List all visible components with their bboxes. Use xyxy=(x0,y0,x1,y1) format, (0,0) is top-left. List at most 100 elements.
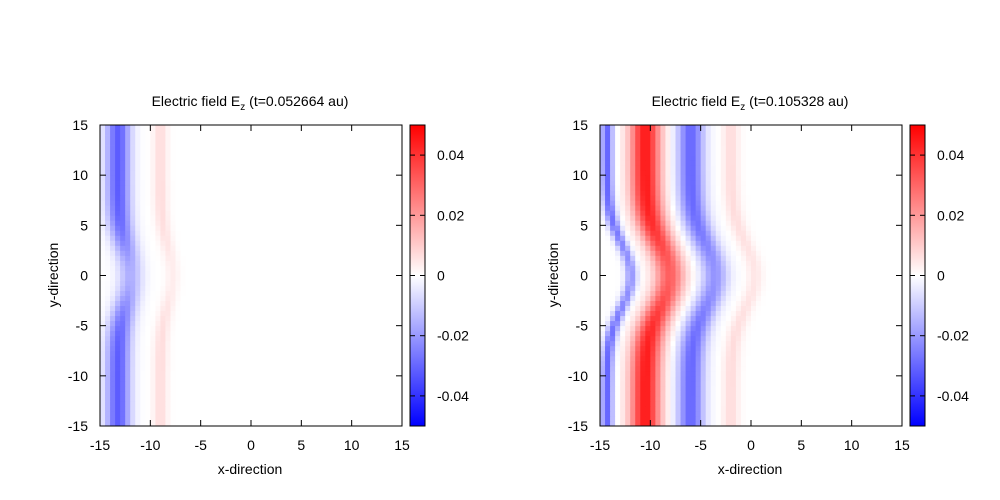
heatmap-cell xyxy=(291,340,297,347)
heatmap-cell xyxy=(366,135,373,141)
heatmap-cell xyxy=(100,320,106,327)
heatmap-cell xyxy=(786,405,792,412)
heatmap-cell xyxy=(346,360,353,367)
heatmap-cell xyxy=(821,380,827,387)
heatmap-cell xyxy=(610,350,616,357)
heatmap-cell xyxy=(120,140,126,146)
heatmap-cell xyxy=(670,390,676,397)
heatmap-cell xyxy=(276,135,282,141)
heatmap-cell xyxy=(791,360,797,367)
heatmap-cell xyxy=(356,305,363,312)
heatmap-cell xyxy=(376,135,383,141)
heatmap-cell xyxy=(866,350,873,357)
heatmap-cell xyxy=(316,265,322,271)
heatmap-cell xyxy=(210,245,217,251)
heatmap-cell xyxy=(150,410,156,417)
heatmap-cell xyxy=(105,405,111,412)
heatmap-cell xyxy=(190,155,197,161)
heatmap-cell xyxy=(145,360,151,367)
heatmap-cell xyxy=(110,320,116,327)
heatmap-cell xyxy=(230,185,237,191)
heatmap-cell xyxy=(630,330,636,337)
heatmap-cell xyxy=(311,255,317,261)
heatmap-cell xyxy=(396,140,403,146)
heatmap-cell xyxy=(675,390,681,397)
heatmap-cell xyxy=(261,295,267,301)
heatmap-cell xyxy=(190,230,197,236)
heatmap-cell xyxy=(140,220,146,226)
heatmap-cell xyxy=(276,370,282,377)
heatmap-cell xyxy=(715,370,722,377)
heatmap-cell xyxy=(220,220,227,226)
heatmap-cell xyxy=(165,145,171,151)
heatmap-cell xyxy=(145,260,151,266)
heatmap-cell xyxy=(645,420,651,427)
heatmap-cell xyxy=(730,405,737,412)
heatmap-cell xyxy=(346,340,353,347)
heatmap-cell xyxy=(625,420,631,427)
heatmap-cell xyxy=(356,420,363,427)
heatmap-cell xyxy=(680,420,686,427)
heatmap-cell xyxy=(381,205,388,211)
heatmap-cell xyxy=(391,405,398,412)
heatmap-cell xyxy=(296,355,302,362)
heatmap-cell xyxy=(170,350,176,357)
heatmap-cell xyxy=(341,405,348,412)
heatmap-cell xyxy=(381,365,388,372)
heatmap-cell xyxy=(210,325,217,332)
heatmap-cell xyxy=(655,355,661,362)
heatmap-cell xyxy=(816,340,822,347)
heatmap-cell xyxy=(110,205,116,211)
heatmap-cell xyxy=(155,325,161,332)
heatmap-cell xyxy=(811,355,817,362)
heatmap-cell xyxy=(831,340,837,347)
heatmap-cell xyxy=(266,200,272,206)
heatmap-cell xyxy=(150,130,156,136)
heatmap-cell xyxy=(336,260,342,266)
heatmap-cell xyxy=(781,355,787,362)
heatmap-cell xyxy=(356,295,363,301)
heatmap-cell xyxy=(240,180,247,186)
heatmap-cell xyxy=(306,140,312,146)
heatmap-cell xyxy=(110,360,116,367)
heatmap-cell xyxy=(190,355,197,362)
heatmap-cell xyxy=(180,370,186,377)
heatmap-cell xyxy=(391,420,398,427)
heatmap-cell xyxy=(396,415,403,422)
heatmap-cell xyxy=(341,150,348,156)
heatmap-cell xyxy=(361,385,368,392)
heatmap-cell xyxy=(140,370,146,377)
heatmap-cell xyxy=(276,185,282,191)
heatmap-cell xyxy=(225,290,232,296)
heatmap-cell xyxy=(311,390,317,397)
heatmap-cell xyxy=(740,390,747,397)
heatmap-cell xyxy=(195,365,202,372)
heatmap-cell xyxy=(135,160,141,166)
heatmap-cell xyxy=(886,355,893,362)
heatmap-cell xyxy=(831,355,837,362)
heatmap-cell xyxy=(856,380,863,387)
heatmap-cell xyxy=(200,210,207,216)
heatmap-cell xyxy=(160,380,166,387)
heatmap-cell xyxy=(135,420,141,427)
heatmap-cell xyxy=(165,275,171,281)
heatmap-cell xyxy=(261,325,267,332)
heatmap-cell xyxy=(140,145,146,151)
heatmap-cell xyxy=(200,155,207,161)
heatmap-cell xyxy=(210,155,217,161)
heatmap-cell xyxy=(205,350,212,357)
heatmap-cell xyxy=(170,140,176,146)
heatmap-cell xyxy=(200,205,207,211)
heatmap-cell xyxy=(135,165,141,171)
heatmap-cell xyxy=(756,355,762,362)
heatmap-cell xyxy=(371,180,378,186)
heatmap-cell xyxy=(110,240,116,246)
heatmap-cell xyxy=(690,375,697,382)
heatmap-cell xyxy=(180,400,186,407)
heatmap-cell xyxy=(336,365,342,372)
heatmap-cell xyxy=(381,395,388,402)
heatmap-cell xyxy=(100,270,106,276)
heatmap-cell xyxy=(376,165,383,171)
heatmap-cell xyxy=(150,285,156,291)
heatmap-cell xyxy=(366,195,373,201)
